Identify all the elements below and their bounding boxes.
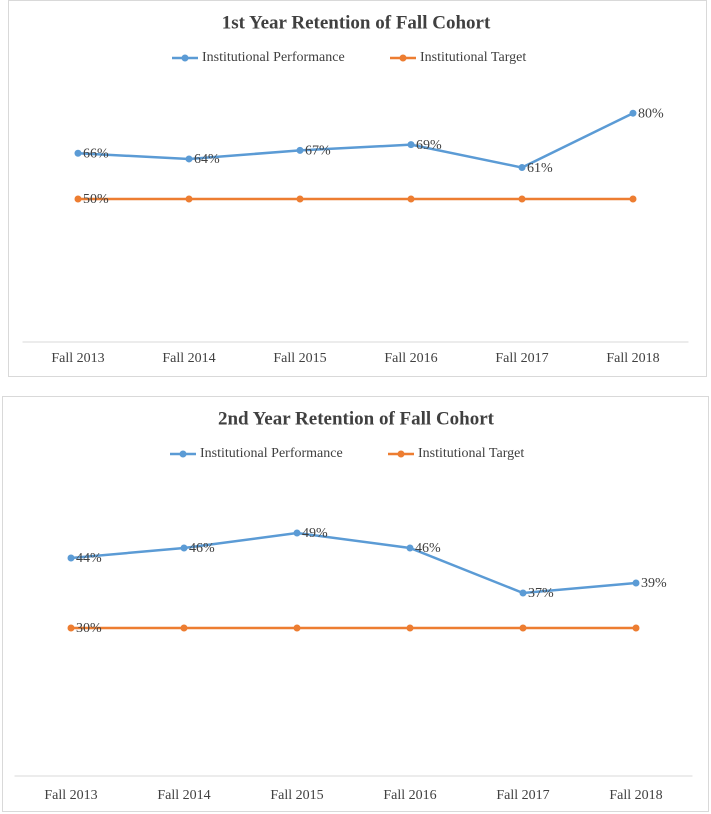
legend-label: Institutional Target [418, 446, 524, 461]
series-line [70, 531, 637, 595]
point [185, 155, 193, 163]
x-tick-label: Fall 2014 [162, 351, 215, 366]
data-label: 66% [83, 146, 109, 161]
x-tick-label: Fall 2016 [384, 351, 437, 366]
x-tick-label: Fall 2013 [51, 351, 104, 366]
data-label: 50% [83, 192, 109, 207]
x-tick-label: Fall 2017 [495, 351, 548, 366]
data-label: 69% [416, 138, 442, 153]
chart-title: 2nd Year Retention of Fall Cohort [218, 408, 495, 429]
chart-title: 1st Year Retention of Fall Cohort [222, 12, 491, 33]
point [629, 109, 637, 117]
data-label: 46% [415, 541, 441, 556]
point [180, 624, 188, 632]
data-label: 46% [189, 541, 215, 556]
legend-label: Institutional Performance [202, 50, 345, 65]
point [406, 624, 414, 632]
chart-frame [8, 0, 707, 377]
data-label: 67% [305, 144, 331, 159]
legend-marker [397, 450, 405, 458]
x-tick-label: Fall 2018 [609, 788, 662, 803]
point [74, 149, 82, 157]
x-tick-label: Fall 2015 [273, 351, 326, 366]
point [406, 544, 414, 552]
chart-frame [2, 396, 709, 812]
x-tick-label: Fall 2013 [44, 788, 97, 803]
point [629, 195, 637, 203]
point [185, 195, 193, 203]
point [67, 554, 75, 562]
data-label: 37% [528, 586, 554, 601]
data-label: 30% [76, 621, 102, 636]
point [407, 195, 415, 203]
x-tick-label: Fall 2017 [496, 788, 549, 803]
point [296, 195, 304, 203]
series-line [77, 112, 634, 169]
data-label: 39% [641, 576, 667, 591]
point [632, 624, 640, 632]
point [518, 164, 526, 172]
point [632, 579, 640, 587]
x-tick-label: Fall 2016 [383, 788, 436, 803]
point [407, 141, 415, 149]
legend-label: Institutional Target [420, 50, 526, 65]
x-tick-label: Fall 2018 [606, 351, 659, 366]
x-tick-label: Fall 2014 [157, 788, 210, 803]
legend-label: Institutional Performance [200, 446, 343, 461]
legend-marker [179, 450, 187, 458]
point [296, 146, 304, 154]
point [519, 589, 527, 597]
legend-marker [399, 54, 407, 62]
data-label: 61% [527, 161, 553, 176]
point [293, 529, 301, 537]
legend-marker [181, 54, 189, 62]
point [519, 624, 527, 632]
point [180, 544, 188, 552]
point [518, 195, 526, 203]
x-tick-label: Fall 2015 [270, 788, 323, 803]
data-label: 80% [638, 106, 664, 121]
data-label: 44% [76, 551, 102, 566]
point [293, 624, 301, 632]
data-label: 64% [194, 152, 220, 167]
point [74, 195, 82, 203]
data-label: 49% [302, 526, 328, 541]
point [67, 624, 75, 632]
